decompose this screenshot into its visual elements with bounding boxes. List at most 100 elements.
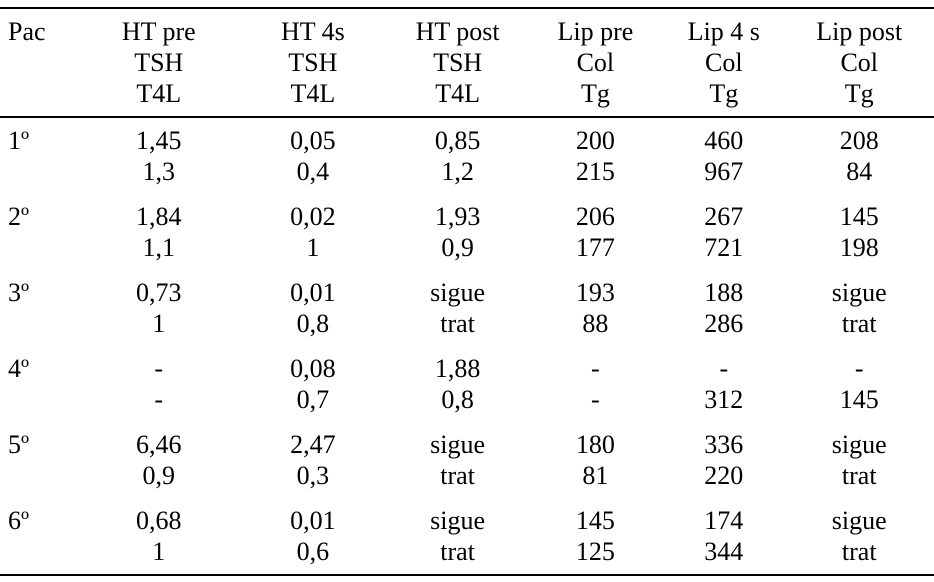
data-cell: 1,93 0,9 — [388, 194, 528, 270]
data-cell: 193 88 — [528, 270, 663, 346]
cell-line: trat — [841, 309, 877, 338]
data-cell: sigue trat — [785, 498, 934, 575]
data-cell: 1,84 1,1 — [79, 194, 238, 270]
cell-line: 84 — [846, 157, 873, 186]
cell-line: 1,3 — [142, 157, 176, 186]
results-table: Pac HT pre TSH T4L HT 4s TSH T4L HT post TSH T4L L… — [0, 7, 934, 576]
data-cell: 1,88 0,8 — [388, 346, 528, 422]
cell-line: 6,46 — [136, 430, 182, 459]
table-row: 6º 0,68 1 0,01 0,6 sigue trat 145 125 174 344 sigue… — [0, 498, 934, 575]
cell-line: 0,8 — [441, 385, 474, 414]
cell-line: 0,7 — [296, 385, 330, 414]
header-line: Tg — [709, 79, 739, 108]
cell-line: trat — [841, 537, 877, 566]
cell-line: 0,02 — [290, 202, 336, 231]
cell-line: 0,73 — [136, 278, 182, 307]
data-cell: 2,47 0,3 — [238, 422, 387, 498]
header-line: T4L — [290, 79, 336, 108]
cell-line: 174 — [704, 506, 744, 535]
header-line: Lip pre — [557, 17, 634, 46]
header-line: HT post — [415, 17, 500, 46]
header-line: TSH — [288, 48, 338, 77]
cell-line: 215 — [575, 157, 615, 186]
data-cell: 0,73 1 — [79, 270, 238, 346]
table-row: 2º 1,84 1,1 0,02 1 1,93 0,9 206 177 267 721 145 198 — [0, 194, 934, 270]
cell-line: 198 — [839, 233, 879, 262]
cell-line: 177 — [575, 233, 615, 262]
pac-cell: 4º — [8, 354, 30, 383]
cell-line: trat — [440, 461, 475, 490]
data-cell: 145 125 — [528, 498, 663, 575]
data-cell: 336 220 — [663, 422, 784, 498]
cell-line: 0,01 — [290, 506, 336, 535]
cell-line: sigue — [430, 278, 486, 307]
cell-line: 0,3 — [296, 461, 330, 490]
cell-line: - — [719, 354, 729, 383]
cell-line: 1 — [152, 537, 166, 566]
pac-cell: 3º — [8, 278, 30, 307]
cell-line: 188 — [704, 278, 744, 307]
cell-line: sigue — [430, 506, 486, 535]
cell-line: sigue — [831, 278, 887, 307]
data-cell: 267 721 — [663, 194, 784, 270]
data-cell: sigue trat — [388, 498, 528, 575]
cell-line: 967 — [704, 157, 744, 186]
data-cell: 0,02 1 — [238, 194, 387, 270]
data-cell: 0,01 0,8 — [238, 270, 387, 346]
cell-line: 206 — [575, 202, 615, 231]
header-line: HT pre — [121, 17, 196, 46]
cell-line: - — [154, 354, 164, 383]
header-line: HT 4s — [280, 17, 345, 46]
cell-line: 460 — [704, 126, 744, 155]
header-cell: HT post TSH T4L — [388, 8, 528, 117]
cell-line: sigue — [831, 430, 887, 459]
header-line: TSH — [433, 48, 483, 77]
cell-line: 312 — [704, 385, 744, 414]
cell-line: 180 — [575, 430, 615, 459]
cell-line: sigue — [831, 506, 887, 535]
data-cell: -- — [79, 346, 238, 422]
cell-line: 1,45 — [136, 126, 182, 155]
cell-line: 0,6 — [296, 537, 330, 566]
header-line: T4L — [435, 79, 480, 108]
cell-line: sigue — [430, 430, 486, 459]
cell-line: trat — [440, 537, 475, 566]
cell-line: 0,9 — [441, 233, 474, 262]
header-cell: HT 4s TSH T4L — [238, 8, 387, 117]
cell-line: 145 — [839, 385, 879, 414]
cell-line: 0,9 — [142, 461, 176, 490]
table-row: 1º 1,45 1,3 0,05 0,4 0,85 1,2 200 215 460 967 208 84 — [0, 117, 934, 194]
cell-line: 1,84 — [136, 202, 182, 231]
cell-line: 0,68 — [136, 506, 182, 535]
data-cell: 174 344 — [663, 498, 784, 575]
cell-line: 336 — [704, 430, 744, 459]
data-cell: 0,68 1 — [79, 498, 238, 575]
pac-cell: 1º — [8, 126, 30, 155]
data-cell: -- — [528, 346, 663, 422]
cell-line: 0,4 — [296, 157, 330, 186]
header-line: Tg — [580, 79, 610, 108]
header-line: Lip post — [816, 17, 903, 46]
table-header: Pac HT pre TSH T4L HT 4s TSH T4L HT post TSH T4L L… — [0, 8, 934, 117]
header-line: Col — [705, 48, 743, 77]
pac-cell: 2º — [8, 202, 30, 231]
cell-line: 200 — [575, 126, 615, 155]
header-cell: Lip post Col Tg — [785, 8, 934, 117]
table-row: 3º 0,73 1 0,01 0,8 sigue trat 193 88 188 286 sigue t… — [0, 270, 934, 346]
pac-cell: 5º — [8, 430, 30, 459]
data-cell: 460 967 — [663, 117, 784, 194]
cell-line: 220 — [704, 461, 744, 490]
cell-line: - — [854, 354, 864, 383]
cell-line: - — [591, 354, 600, 383]
cell-line: trat — [841, 461, 877, 490]
data-cell: 208 84 — [785, 117, 934, 194]
header-cell: Lip pre Col Tg — [528, 8, 663, 117]
header-row: Pac HT pre TSH T4L HT 4s TSH T4L HT post TSH T4L L… — [0, 8, 934, 117]
header-cell: Lip 4 s Col Tg — [663, 8, 784, 117]
table-row: 4º - -0,08 0,7 1,88 0,8- - -312-145 — [0, 346, 934, 422]
data-cell: 180 81 — [528, 422, 663, 498]
header-line: TSH — [134, 48, 184, 77]
cell-line: 1 — [152, 309, 166, 338]
cell-line: 0,01 — [290, 278, 336, 307]
